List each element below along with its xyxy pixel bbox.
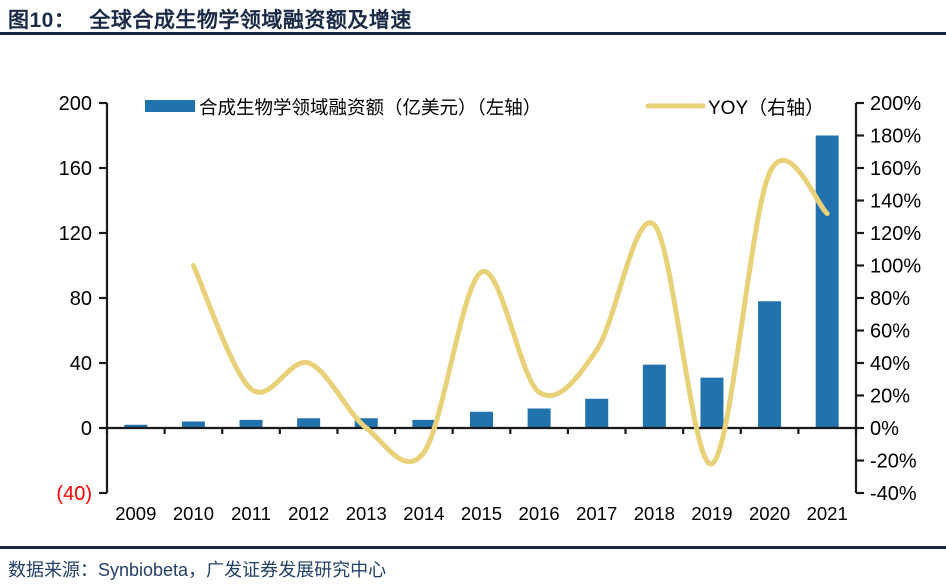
left-axis-label-40: 40 [70, 353, 92, 375]
right-axis-label-100%: 100% [870, 256, 921, 278]
right-axis-label-40%: 40% [870, 353, 910, 375]
bar-2010 [181, 421, 205, 428]
right-axis-label-200%: 200% [870, 93, 921, 115]
bar-2018 [642, 364, 666, 428]
bar-2020 [758, 301, 782, 428]
left-axis-label-(40): (40) [56, 483, 92, 505]
x-label-2010: 2010 [173, 503, 214, 524]
x-label-2015: 2015 [461, 503, 502, 524]
left-axis-label-80: 80 [70, 288, 92, 310]
bar-2017 [585, 398, 609, 428]
right-axis-label--20%: -20% [870, 451, 917, 473]
x-label-2019: 2019 [691, 503, 732, 524]
left-axis-label-120: 120 [59, 223, 92, 245]
x-label-2020: 2020 [749, 503, 790, 524]
x-label-2012: 2012 [288, 503, 329, 524]
bar-2014 [412, 419, 436, 428]
x-label-2018: 2018 [634, 503, 675, 524]
right-axis-label-20%: 20% [870, 386, 910, 408]
right-axis-label--40%: -40% [870, 483, 917, 505]
legend-line-label: YOY（右轴） [708, 97, 824, 119]
x-label-2013: 2013 [346, 503, 387, 524]
left-axis-label-0: 0 [81, 418, 92, 440]
figure-footer-bar: 数据来源：Synbiobeta，广发证券发展研究中心 [0, 546, 946, 586]
x-label-2014: 2014 [403, 503, 444, 524]
left-axis-label-200: 200 [59, 93, 92, 115]
right-axis-label-80%: 80% [870, 288, 910, 310]
bar-2013 [354, 418, 378, 428]
bar-2012 [297, 418, 321, 428]
left-axis-label-160: 160 [59, 158, 92, 180]
figure-number: 图10： [8, 9, 76, 32]
bar-2016 [527, 408, 551, 428]
right-axis-label-160%: 160% [870, 158, 921, 180]
figure-title: 图10： 全球合成生物学领域融资额及增速 [8, 4, 412, 34]
bar-2009 [124, 424, 148, 428]
right-axis-label-120%: 120% [870, 223, 921, 245]
bar-2011 [239, 419, 263, 428]
right-axis-label-140%: 140% [870, 191, 921, 213]
data-source: 数据来源：Synbiobeta，广发证券发展研究中心 [8, 560, 387, 580]
legend-bar-label: 合成生物学领域融资额（亿美元）（左轴） [199, 97, 541, 118]
bar-2019 [700, 377, 724, 428]
yoy-line [190, 158, 830, 467]
x-label-2017: 2017 [576, 503, 617, 524]
x-label-2021: 2021 [807, 503, 848, 524]
right-axis-label-180%: 180% [870, 126, 921, 148]
bar-2015 [470, 411, 493, 428]
x-label-2009: 2009 [115, 503, 156, 524]
bar-2021 [815, 135, 839, 428]
x-label-2016: 2016 [519, 503, 560, 524]
figure-title-bar: 图10： 全球合成生物学领域融资额及增速 [0, 0, 946, 35]
x-label-2011: 2011 [231, 503, 271, 524]
figure-title-text: 全球合成生物学领域融资额及增速 [89, 9, 412, 32]
right-axis-label-0%: 0% [870, 418, 899, 440]
right-axis-label-60%: 60% [870, 321, 910, 343]
legend-bar-swatch [145, 100, 195, 112]
